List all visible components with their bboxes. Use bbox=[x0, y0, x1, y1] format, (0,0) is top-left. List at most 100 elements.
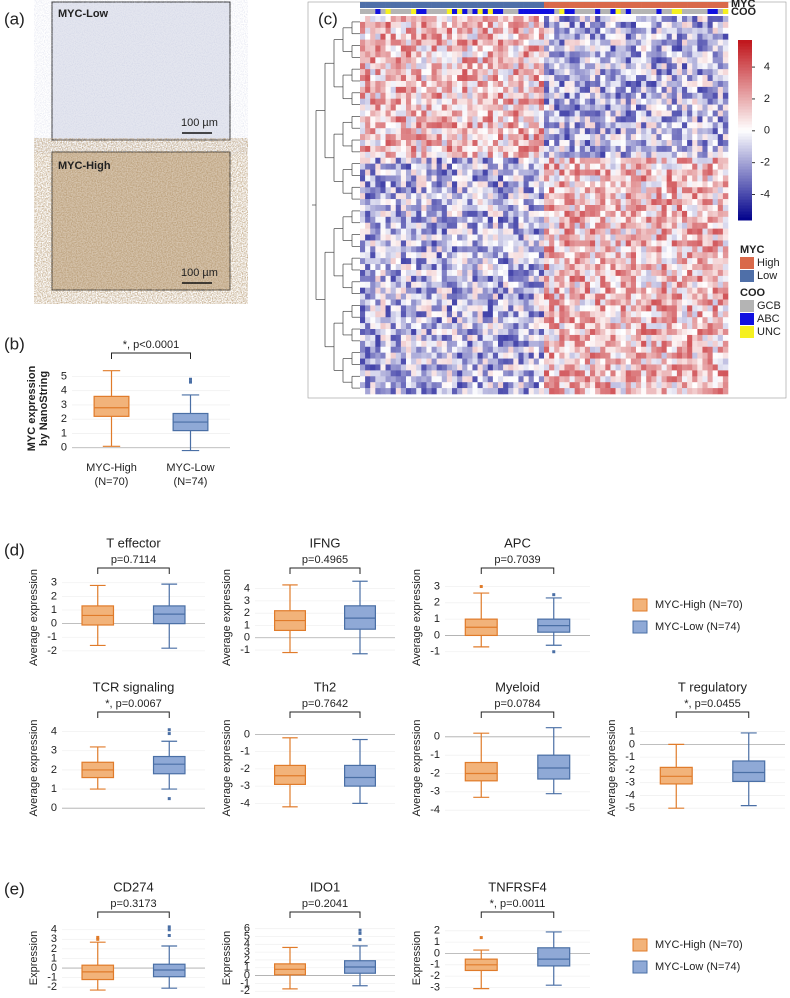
annotation-cell bbox=[646, 2, 652, 8]
heatmap-cell bbox=[712, 16, 719, 23]
heatmap-cell bbox=[656, 134, 662, 141]
heatmap-cell bbox=[666, 281, 673, 288]
heatmap-cell bbox=[436, 305, 443, 312]
heatmap-cell bbox=[518, 16, 524, 23]
heatmap-cell bbox=[702, 110, 708, 117]
heatmap-cell bbox=[416, 216, 422, 224]
heatmap-cell bbox=[421, 140, 427, 147]
heatmap-cell bbox=[697, 104, 703, 111]
heatmap-cell bbox=[477, 287, 483, 294]
heatmap-cell bbox=[498, 21, 504, 29]
heatmap-cell bbox=[620, 346, 627, 353]
heatmap-cell bbox=[360, 228, 366, 235]
heatmap-cell bbox=[503, 234, 509, 241]
heatmap-cell bbox=[462, 63, 468, 70]
heatmap-cell bbox=[605, 169, 611, 176]
heatmap-cell bbox=[370, 264, 376, 271]
heatmap-cell bbox=[426, 39, 432, 46]
heatmap-cell bbox=[477, 269, 483, 277]
heatmap-cell bbox=[702, 376, 708, 383]
heatmap-cell bbox=[610, 181, 616, 188]
heatmap-cell bbox=[513, 116, 519, 123]
heatmap-cell bbox=[671, 252, 678, 259]
heatmap-cell bbox=[615, 163, 621, 170]
heatmap-cell bbox=[584, 287, 591, 294]
heatmap-cell bbox=[717, 275, 724, 283]
heatmap-cell bbox=[559, 205, 565, 212]
heatmap-cell bbox=[467, 110, 473, 117]
heatmap-cell bbox=[549, 122, 555, 129]
annotation-cell bbox=[702, 9, 708, 14]
heatmap-cell bbox=[666, 51, 673, 58]
heatmap-cell bbox=[559, 305, 565, 312]
heatmap-cell bbox=[610, 140, 616, 147]
heatmap-cell bbox=[682, 122, 688, 129]
heatmap-cell bbox=[431, 80, 437, 88]
heatmap-cell bbox=[579, 86, 586, 94]
heatmap-cell bbox=[380, 246, 386, 253]
heatmap-cell bbox=[395, 216, 402, 224]
heatmap-cell bbox=[385, 376, 391, 383]
heatmap-cell bbox=[431, 376, 437, 383]
heatmap-cell bbox=[406, 228, 412, 235]
heatmap-cell bbox=[687, 258, 693, 265]
heatmap-cell bbox=[590, 329, 596, 336]
heatmap-cell bbox=[692, 329, 698, 336]
heatmap-cell bbox=[528, 317, 535, 324]
heatmap-cell bbox=[482, 323, 489, 330]
heatmap-cell bbox=[590, 122, 596, 129]
heatmap-cell bbox=[590, 33, 596, 40]
heatmap-cell bbox=[411, 69, 417, 76]
heatmap-cell bbox=[661, 269, 667, 277]
heatmap-cell bbox=[538, 311, 545, 318]
heatmap-cell bbox=[462, 317, 468, 324]
heatmap-cell bbox=[416, 352, 422, 359]
heatmap-cell bbox=[630, 376, 637, 383]
heatmap-cell bbox=[431, 57, 437, 64]
heatmap-cell bbox=[641, 193, 647, 200]
heatmap-cell bbox=[579, 264, 586, 271]
heatmap-cell bbox=[697, 57, 703, 64]
heatmap-cell bbox=[503, 145, 509, 153]
heatmap-cell bbox=[600, 222, 606, 229]
heatmap-cell bbox=[651, 193, 657, 200]
heatmap-cell bbox=[636, 287, 642, 294]
heatmap-cell bbox=[487, 110, 494, 117]
heatmap-cell bbox=[503, 187, 509, 194]
heatmap-cell bbox=[661, 252, 667, 259]
chart-title: T effector bbox=[106, 535, 161, 550]
heatmap-cell bbox=[590, 258, 596, 265]
heatmap-cell bbox=[482, 205, 489, 212]
heatmap-cell bbox=[467, 311, 473, 318]
heatmap-cell bbox=[380, 86, 386, 94]
heatmap-cell bbox=[671, 323, 678, 330]
heatmap-cell bbox=[400, 293, 407, 300]
heatmap-cell bbox=[605, 346, 611, 353]
heatmap-cell bbox=[712, 287, 719, 294]
heatmap-cell bbox=[416, 376, 422, 383]
heatmap-cell bbox=[625, 340, 632, 348]
annotation-cell bbox=[482, 9, 489, 14]
heatmap-cell bbox=[656, 128, 662, 135]
heatmap-cell bbox=[544, 388, 550, 395]
heatmap-cell bbox=[375, 157, 381, 164]
heatmap-cell bbox=[360, 92, 366, 99]
heatmap-cell bbox=[610, 175, 616, 182]
heatmap-cell bbox=[513, 317, 519, 324]
heatmap-cell bbox=[651, 39, 657, 46]
heatmap-cell bbox=[600, 128, 606, 135]
heatmap-cell bbox=[426, 45, 432, 52]
heatmap-cell bbox=[538, 317, 545, 324]
heatmap-cell bbox=[712, 382, 719, 389]
heatmap-cell bbox=[636, 39, 642, 46]
heatmap-cell bbox=[452, 269, 458, 277]
heatmap-cell bbox=[666, 346, 673, 353]
heatmap-cell bbox=[666, 222, 673, 229]
heatmap-cell bbox=[482, 92, 489, 99]
heatmap-cell bbox=[630, 21, 637, 29]
heatmap-cell bbox=[513, 92, 519, 99]
colorbar-cell bbox=[738, 130, 752, 134]
heatmap-cell bbox=[457, 317, 463, 324]
heatmap-cell bbox=[584, 45, 591, 52]
heatmap-cell bbox=[472, 364, 478, 371]
